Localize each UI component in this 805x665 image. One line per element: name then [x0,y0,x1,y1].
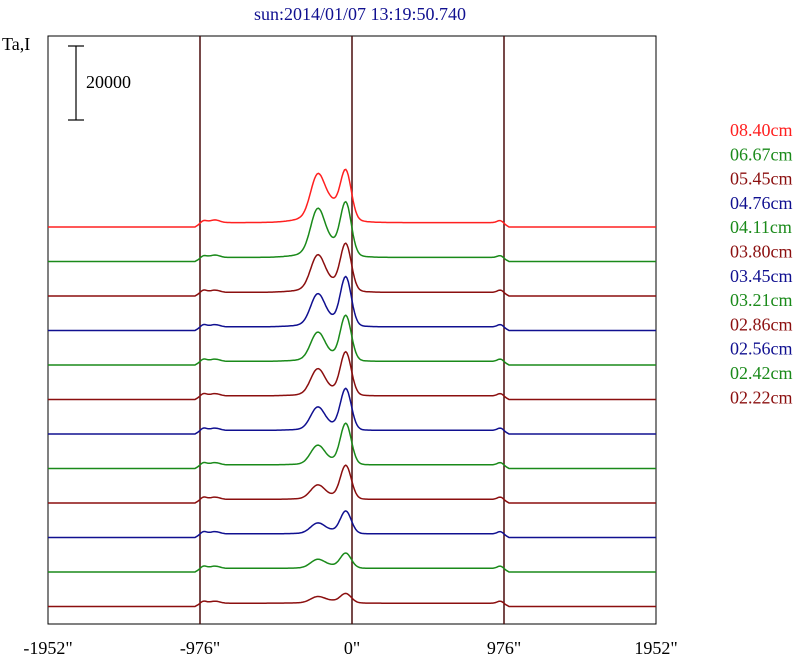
legend-entry: 04.11cm [730,217,792,237]
chart-title: sun:2014/01/07 13:19:50.740 [254,4,466,24]
series-line-03.45cm [48,387,656,435]
series-line-04.11cm [48,314,656,366]
legend-entry: 04.76cm [730,193,793,213]
legend-entry: 06.67cm [730,144,793,164]
series-line-02.42cm [48,552,656,573]
y-axis-label: Ta,I [2,34,30,54]
x-tick-label: -1952" [23,638,72,658]
legend-entry: 02.56cm [730,339,793,359]
series-line-04.76cm [48,275,656,332]
series-traces [48,168,656,608]
legend-entry: 08.40cm [730,120,793,140]
vertical-markers [199,36,505,624]
series-line-02.86cm [48,464,656,504]
scale-bar-label: 20000 [86,72,131,92]
series-line-05.45cm [48,242,656,297]
scale-bar: 20000 [68,45,131,121]
legend-entry: 02.22cm [730,387,793,407]
series-line-02.22cm [48,592,656,608]
series-line-06.67cm [48,200,656,263]
x-tick-labels: -1952" -976" 0" 976" 1952" [23,638,677,658]
legend-entry: 02.86cm [730,314,793,334]
x-tick-label: 976" [487,638,521,658]
series-line-03.21cm [48,422,656,470]
legend-entry: 03.21cm [730,290,793,310]
x-tick-label: 0" [344,638,360,658]
legend-entry: 05.45cm [730,169,793,189]
legend-entry: 03.80cm [730,242,793,262]
legend-entry: 03.45cm [730,266,793,286]
series-line-02.56cm [48,510,656,539]
legend: 08.40cm 06.67cm 05.45cm 04.76cm 04.11cm 03.80… [730,120,793,407]
x-tick-label: -976" [180,638,220,658]
series-line-03.80cm [48,350,656,401]
x-tick-label: 1952" [634,638,677,658]
legend-entry: 02.42cm [730,363,793,383]
series-line-08.40cm [48,168,656,228]
